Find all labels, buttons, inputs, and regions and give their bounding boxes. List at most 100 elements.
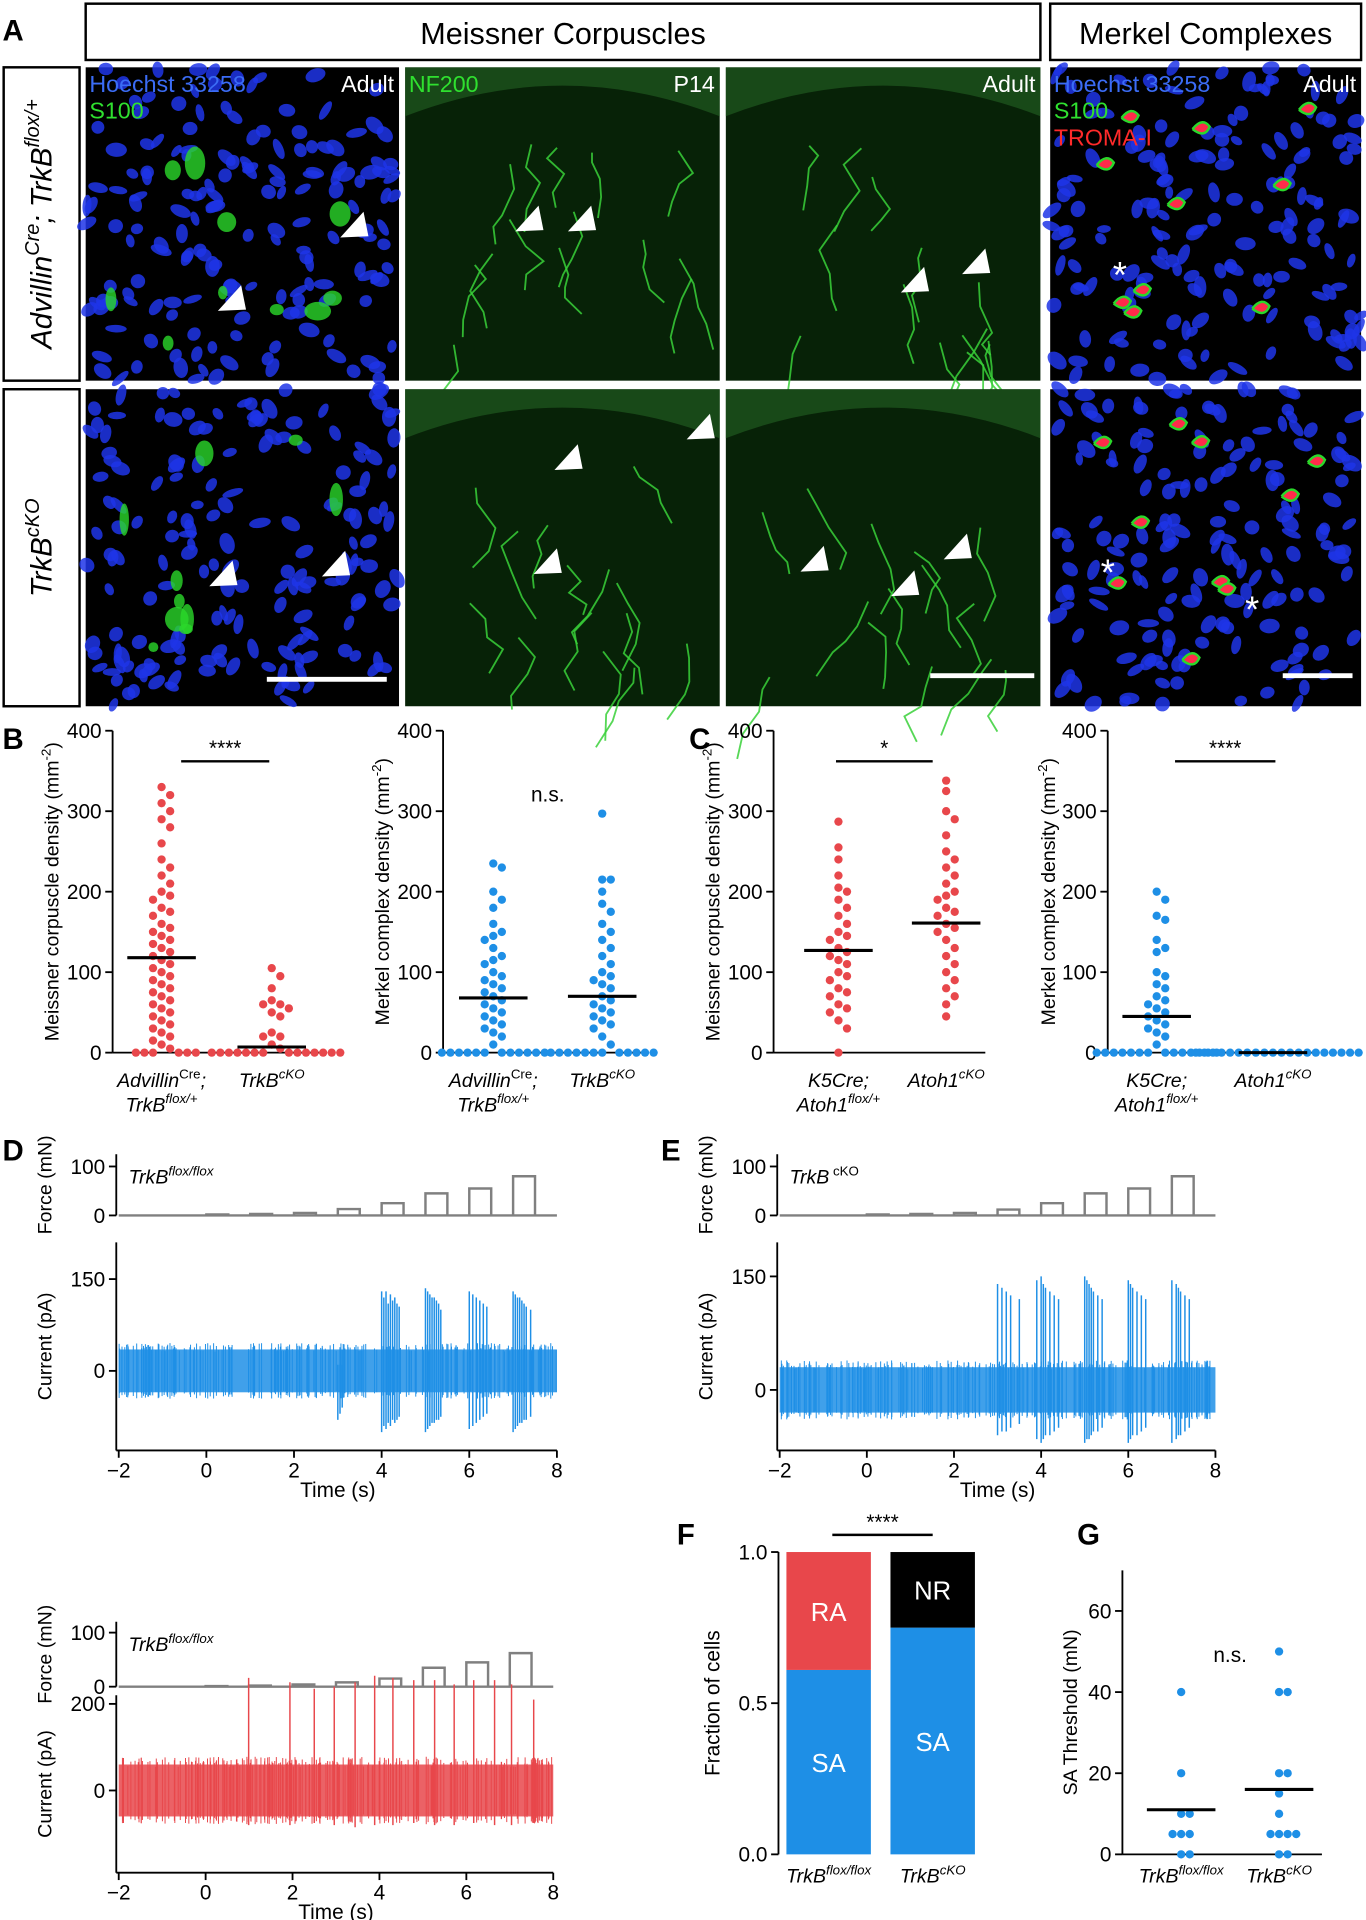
micrograph-detail	[1304, 315, 1321, 329]
dot	[1176, 1809, 1186, 1818]
dot	[293, 1048, 302, 1057]
header: Meissner Corpuscles	[420, 17, 706, 51]
y-tick-label: 200	[67, 881, 102, 904]
micrograph-detail	[1230, 135, 1243, 146]
micrograph-detail	[508, 219, 545, 291]
micrograph-detail	[102, 668, 122, 676]
micrograph-detail	[329, 482, 343, 517]
micrograph-detail	[111, 461, 130, 476]
micrograph-detail	[291, 568, 308, 587]
dot	[1152, 1016, 1161, 1025]
dot	[842, 1024, 852, 1033]
y-tick-label: 200	[71, 1693, 106, 1716]
micrograph-detail	[354, 261, 366, 278]
force-step	[1083, 1192, 1108, 1216]
dot	[1320, 1048, 1329, 1057]
dot	[165, 1008, 175, 1017]
micrograph-detail	[368, 383, 390, 400]
dot	[598, 980, 607, 989]
micrograph-detail	[1137, 438, 1154, 454]
x-tick-label: 6	[1122, 1459, 1134, 1482]
micrograph-detail	[327, 230, 340, 245]
dot	[497, 927, 507, 937]
micrograph-detail	[181, 407, 196, 420]
dot	[1191, 1048, 1201, 1057]
dot	[131, 1048, 141, 1057]
dot	[165, 923, 175, 933]
micrograph-detail	[678, 258, 715, 350]
dot	[157, 931, 166, 941]
dot	[241, 1048, 251, 1057]
micrograph-detail	[1162, 483, 1176, 500]
dot	[497, 1008, 507, 1017]
dot	[1283, 1769, 1292, 1778]
micrograph-detail	[976, 527, 997, 622]
force-step	[248, 1212, 274, 1216]
micrograph-detail	[383, 511, 395, 532]
micrograph-detail	[110, 674, 123, 687]
micrograph-detail	[276, 289, 287, 305]
micrograph-detail	[131, 634, 148, 650]
stage-label: Adult	[983, 71, 1037, 97]
dot	[489, 1040, 498, 1049]
micrograph-detail	[272, 138, 285, 160]
micrograph-detail	[1104, 356, 1115, 372]
stain-label: Hoechst 33258	[89, 71, 245, 97]
noise-band	[118, 1764, 554, 1817]
y-axis-label: Fraction of cells	[702, 1630, 725, 1776]
micrograph-detail	[162, 335, 174, 351]
micrograph-detail	[1142, 73, 1158, 89]
micrograph-detail	[1261, 143, 1276, 160]
dot	[606, 875, 615, 884]
micrograph-detail	[217, 212, 237, 232]
micrograph-detail	[125, 234, 135, 248]
micrograph-detail	[105, 287, 117, 312]
dot	[454, 1048, 464, 1057]
dot	[825, 976, 835, 985]
genotype-label-part: TrkB	[129, 1634, 169, 1656]
y-tick-label: 0	[94, 1360, 106, 1383]
micrograph-detail	[1224, 261, 1244, 276]
micrograph-detail	[1096, 225, 1111, 233]
micrograph-detail	[354, 175, 366, 188]
x-tick-label: 4	[374, 1882, 386, 1905]
dot	[165, 879, 175, 888]
y-tick-label: 100	[728, 962, 763, 985]
micrograph-detail	[1275, 506, 1295, 523]
micrograph-detail	[293, 609, 313, 624]
y-tick-label: 400	[67, 720, 102, 743]
micrograph-detail	[1059, 601, 1075, 611]
arrowhead	[209, 560, 238, 587]
micrograph-detail	[1195, 149, 1217, 164]
arrowhead	[340, 211, 369, 238]
dot	[1161, 1020, 1170, 1029]
micrograph-detail	[193, 243, 207, 258]
annotation: *	[1245, 589, 1259, 630]
dot	[157, 919, 166, 929]
micrograph-detail	[254, 413, 268, 427]
micrograph-detail	[1066, 174, 1083, 183]
dot	[1161, 1048, 1170, 1057]
micrograph-detail	[1253, 273, 1265, 287]
micrograph-detail	[1282, 228, 1297, 244]
micrograph-detail	[377, 238, 391, 251]
dot	[941, 984, 951, 993]
x-tick-label-part: cKO	[959, 1067, 985, 1082]
micrograph-detail	[1133, 454, 1147, 474]
arrowhead	[533, 548, 562, 575]
force-step	[1127, 1187, 1152, 1216]
micrograph-detail	[276, 185, 287, 200]
micrograph-detail	[323, 290, 342, 306]
micrograph-detail	[1249, 457, 1262, 472]
row-label-box	[2, 388, 81, 708]
micrograph-detail	[148, 675, 165, 690]
dot	[1176, 1829, 1186, 1839]
micrograph-detail	[1297, 187, 1307, 205]
micrograph-detail	[1260, 686, 1275, 699]
x-tick-label: Atoh1cKO	[907, 1067, 985, 1092]
micrograph-detail	[1207, 212, 1222, 227]
micrograph-detail	[104, 583, 114, 596]
micrograph-detail	[1209, 529, 1225, 546]
micrograph-detail	[166, 309, 178, 321]
micrograph-detail	[1150, 255, 1170, 270]
